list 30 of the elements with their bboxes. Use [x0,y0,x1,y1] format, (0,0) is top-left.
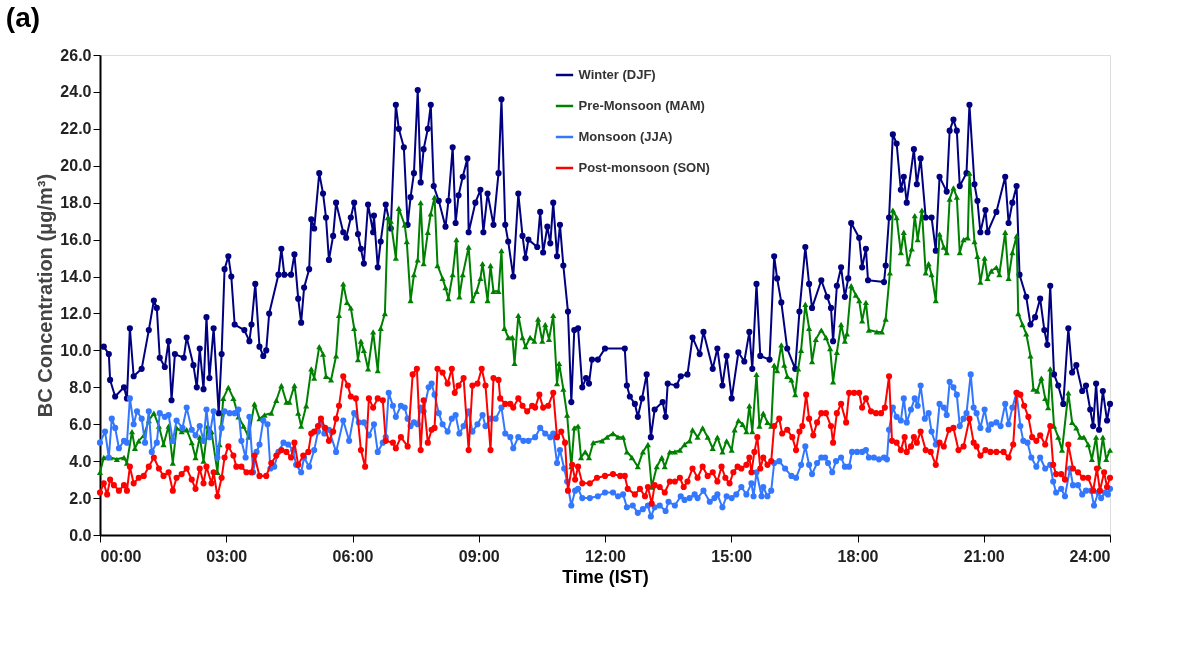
x-tick-label: 15:00 [711,547,753,565]
y-tick-label: 8.0 [69,378,92,396]
y-tick-label: 12.0 [60,304,92,322]
y-tick-label: 4.0 [69,452,92,470]
legend-label: Pre-Monsoon (MAM) [578,98,705,113]
legend-label: Post-monsoon (SON) [578,160,710,175]
y-tick-label: 14.0 [60,268,92,286]
x-tick-label: 03:00 [206,547,248,565]
chart-title: (a) [5,2,41,33]
x-tick-label: 21:00 [963,547,1005,565]
x-axis-title: Time (IST) [562,566,649,587]
y-tick-label: 16.0 [60,231,92,249]
x-tick-label: 12:00 [585,547,627,565]
y-tick-label: 24.0 [60,83,92,101]
x-tick-label: 06:00 [332,547,374,565]
legend-label: Winter (DJF) [578,67,656,82]
y-tick-label: 18.0 [60,194,92,212]
x-tick-label: 18:00 [837,547,879,565]
x-tick-label: 09:00 [458,547,500,565]
legend-label: Monsoon (JJA) [578,129,673,144]
y-axis-title: BC Concentration (μg/m³) [34,173,57,418]
x-tick-label: 24:00 [1069,547,1111,565]
y-tick-label: 0.0 [69,526,92,544]
y-tick-label: 20.0 [60,157,92,175]
y-tick-label: 6.0 [69,415,92,433]
y-tick-label: 22.0 [60,120,92,138]
y-tick-label: 10.0 [60,341,92,359]
y-tick-label: 26.0 [60,46,92,64]
y-tick-label: 2.0 [69,489,92,507]
x-tick-label: 00:00 [100,547,142,565]
